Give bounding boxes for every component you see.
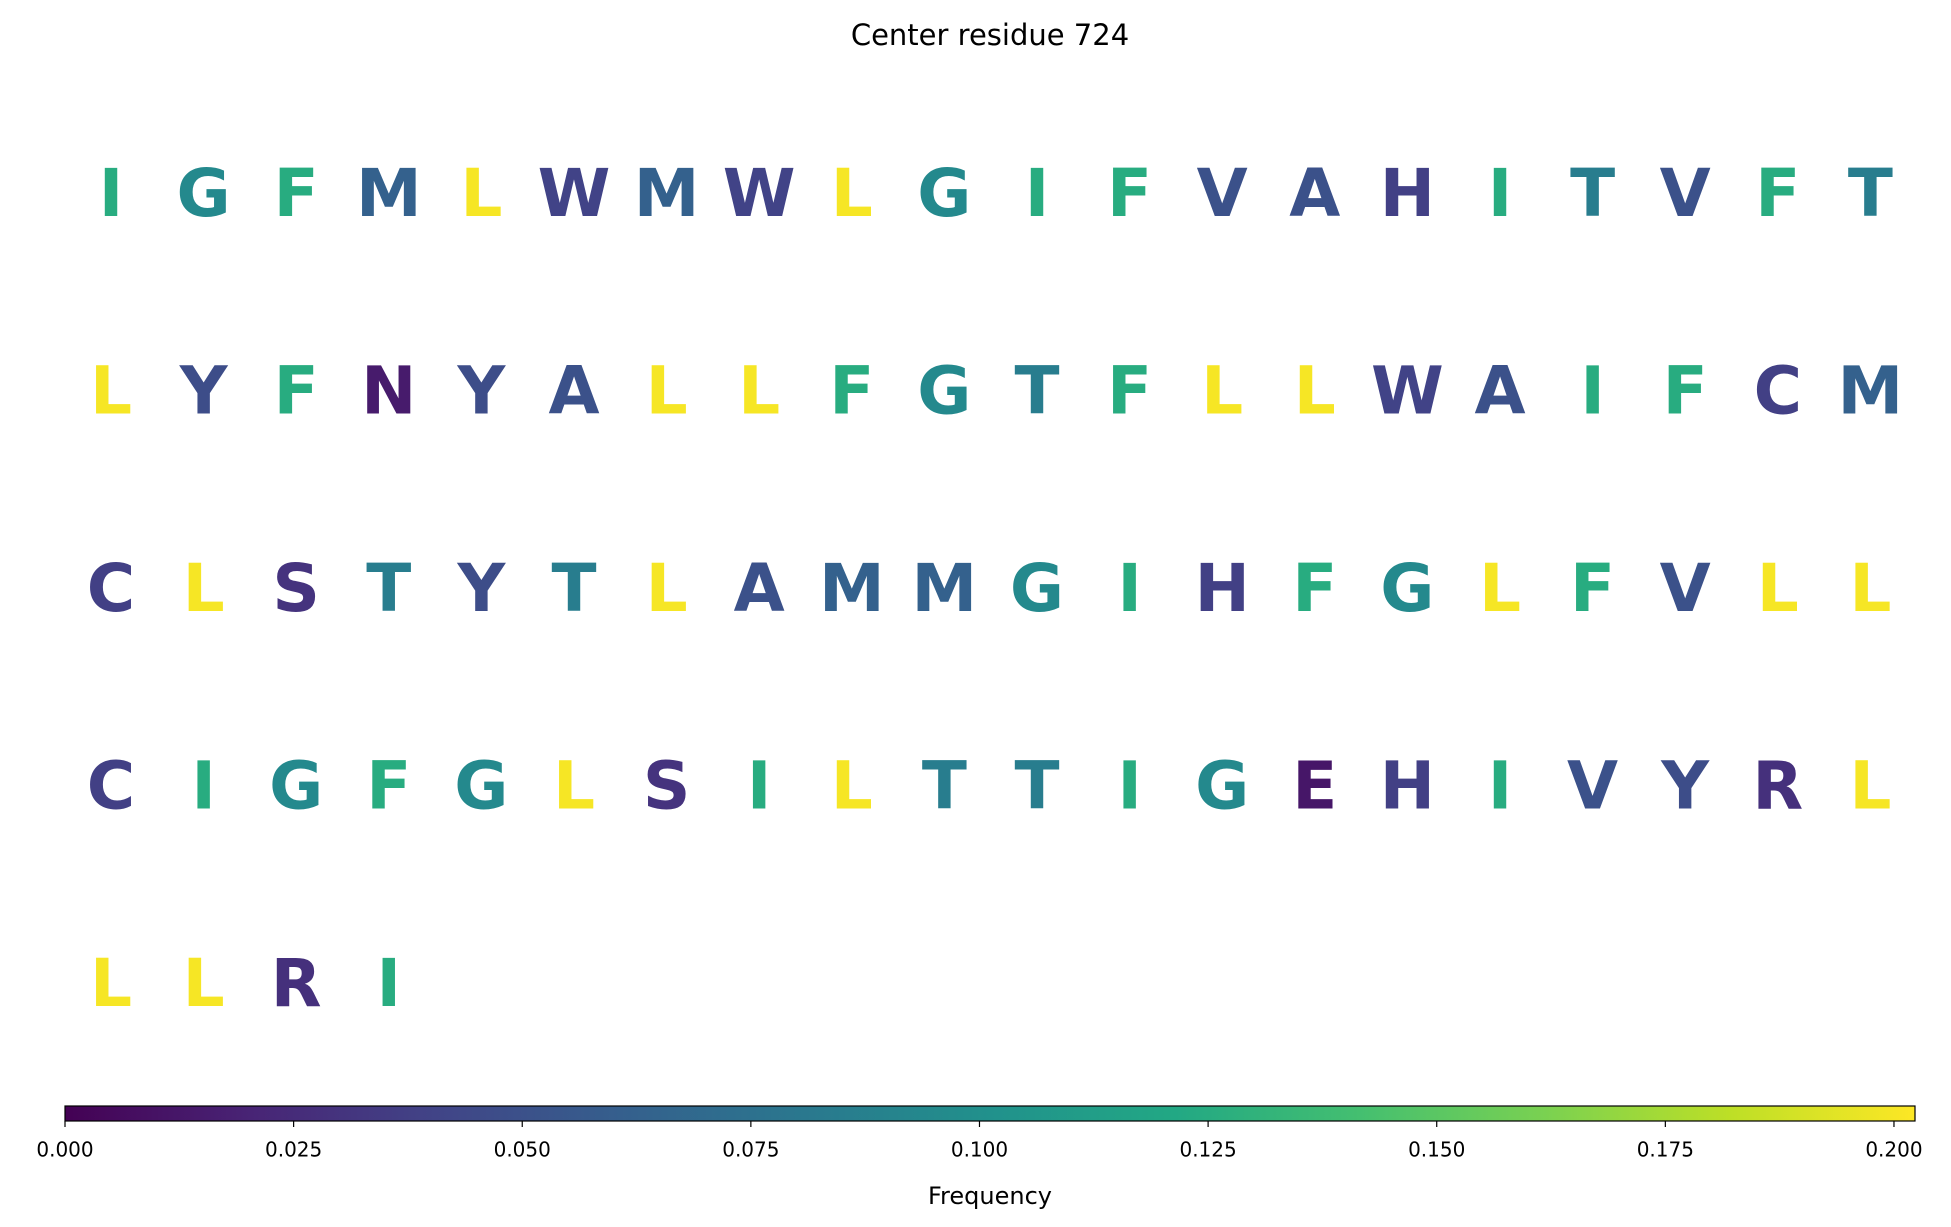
residue-letter: L <box>183 945 225 1022</box>
residue-letter: E <box>1292 748 1337 825</box>
residue-letter: I <box>1117 550 1142 627</box>
residue-letter: I <box>1580 353 1605 430</box>
residue-letter: A <box>1474 353 1525 430</box>
residue-letter: L <box>646 550 688 627</box>
residue-letter: L <box>1849 748 1891 825</box>
residue-letter: I <box>1488 748 1513 825</box>
residue-letter: V <box>1660 550 1711 627</box>
residue-letter: G <box>1010 550 1064 627</box>
colorbar-tick-label: 0.200 <box>1865 1138 1922 1162</box>
residue-letter: A <box>548 353 599 430</box>
residue-letter: Y <box>457 353 507 430</box>
residue-letter: A <box>734 550 785 627</box>
residue-letter: I <box>1488 155 1513 232</box>
residue-letter: C <box>87 550 135 627</box>
residue-letter: F <box>274 353 319 430</box>
colorbar-tick-label: 0.150 <box>1408 1138 1465 1162</box>
colorbar-tick-label: 0.000 <box>36 1138 93 1162</box>
residue-letter: M <box>912 550 978 627</box>
residue-letter: F <box>1570 550 1615 627</box>
residue-letter: W <box>538 155 611 232</box>
colorbar-tick-label: 0.100 <box>951 1138 1008 1162</box>
residue-letter: F <box>1292 550 1337 627</box>
colorbar-tick-label: 0.175 <box>1637 1138 1694 1162</box>
residue-letter: G <box>177 155 231 232</box>
residue-letter: F <box>1107 155 1152 232</box>
residue-letter: M <box>634 155 700 232</box>
residue-letter: Y <box>457 550 507 627</box>
residue-letter: I <box>99 155 124 232</box>
colorbar <box>64 1105 1916 1122</box>
residue-letter: L <box>1849 550 1891 627</box>
colorbar-tick-label: 0.075 <box>722 1138 779 1162</box>
residue-letter: H <box>1380 155 1435 232</box>
residue-letter: I <box>377 945 402 1022</box>
residue-letter: L <box>1294 353 1336 430</box>
residue-letter: L <box>460 155 502 232</box>
residue-letter: F <box>1107 353 1152 430</box>
residue-letter: L <box>90 353 132 430</box>
residue-letter: V <box>1567 748 1618 825</box>
residue-letter: C <box>87 748 135 825</box>
residue-letter: L <box>1201 353 1243 430</box>
residue-letter: G <box>269 748 323 825</box>
residue-letter: T <box>1570 155 1615 232</box>
residue-letter: Y <box>179 353 229 430</box>
colorbar-tick-label: 0.025 <box>265 1138 322 1162</box>
residue-letter: T <box>1014 353 1059 430</box>
chart-title: Center residue 724 <box>851 18 1129 52</box>
residue-letter: L <box>1479 550 1521 627</box>
residue-letter: G <box>1380 550 1434 627</box>
residue-letter: N <box>361 353 416 430</box>
residue-letter: W <box>723 155 796 232</box>
residue-letter: F <box>366 748 411 825</box>
residue-letter: F <box>1755 155 1800 232</box>
colorbar-label: Frequency <box>928 1182 1052 1210</box>
residue-letter: I <box>191 748 216 825</box>
residue-letter: L <box>646 353 688 430</box>
residue-letter: T <box>366 550 411 627</box>
residue-letter: H <box>1195 550 1250 627</box>
residue-letter: F <box>1663 353 1708 430</box>
residue-letter: T <box>1014 748 1059 825</box>
residue-letter: M <box>356 155 422 232</box>
residue-letter: L <box>1757 550 1799 627</box>
residue-letter: L <box>738 353 780 430</box>
residue-letter: C <box>1754 353 1802 430</box>
residue-letter: L <box>831 748 873 825</box>
residue-letter: V <box>1660 155 1711 232</box>
residue-letter: L <box>183 550 225 627</box>
residue-letter: T <box>922 748 967 825</box>
residue-letter: M <box>819 550 885 627</box>
residue-letter: R <box>1752 748 1803 825</box>
residue-letter: I <box>1025 155 1050 232</box>
colorbar-tick-label: 0.050 <box>494 1138 551 1162</box>
residue-letter: I <box>747 748 772 825</box>
residue-letter: S <box>272 550 320 627</box>
residue-letter: L <box>553 748 595 825</box>
residue-letter: S <box>643 748 691 825</box>
colorbar-tick-label: 0.125 <box>1179 1138 1236 1162</box>
residue-letter: T <box>1848 155 1893 232</box>
residue-letter: G <box>917 353 971 430</box>
residue-letter: G <box>1195 748 1249 825</box>
residue-letter: L <box>831 155 873 232</box>
residue-letter: L <box>90 945 132 1022</box>
residue-letter: M <box>1838 353 1904 430</box>
residue-letter: I <box>1117 748 1142 825</box>
residue-letter: W <box>1371 353 1444 430</box>
residue-letter: V <box>1197 155 1248 232</box>
residue-letter: G <box>917 155 971 232</box>
residue-letter: F <box>829 353 874 430</box>
residue-letter: Y <box>1660 748 1710 825</box>
residue-letter: T <box>551 550 596 627</box>
residue-letter: A <box>1289 155 1340 232</box>
residue-letter: G <box>454 748 508 825</box>
residue-letter: F <box>274 155 319 232</box>
residue-letter: H <box>1380 748 1435 825</box>
residue-letter: R <box>271 945 322 1022</box>
